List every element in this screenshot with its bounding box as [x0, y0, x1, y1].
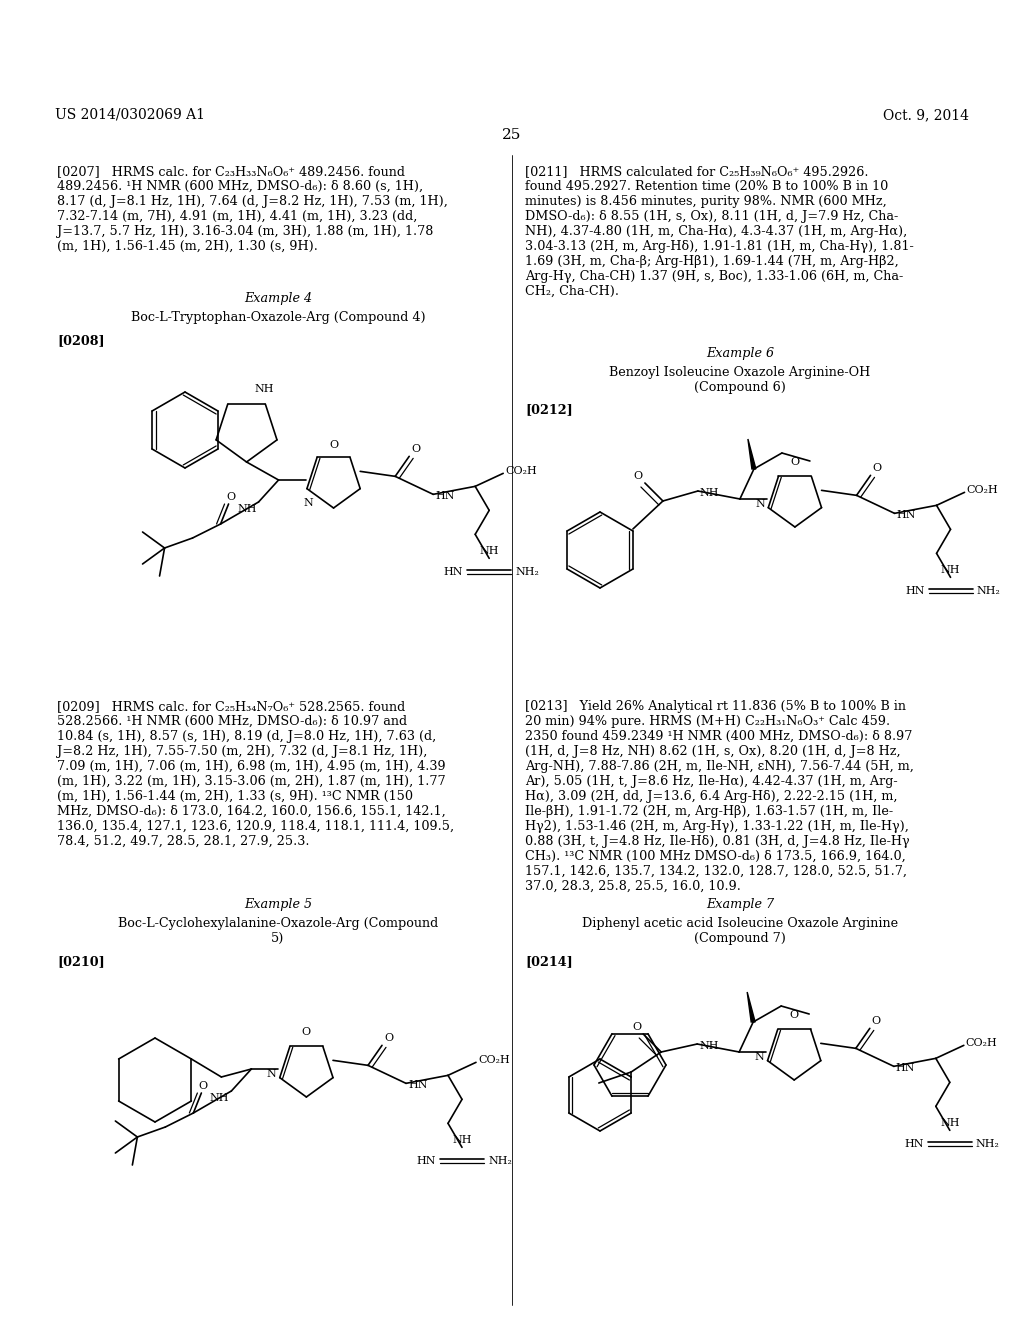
Text: NH₂: NH₂ — [515, 568, 539, 577]
Text: NH₂: NH₂ — [976, 1139, 999, 1150]
Text: HN: HN — [905, 586, 925, 597]
Text: CO₂H: CO₂H — [966, 1039, 997, 1048]
Text: [0210]: [0210] — [57, 954, 104, 968]
Text: HN: HN — [897, 511, 916, 520]
Text: CO₂H: CO₂H — [505, 466, 537, 477]
Text: O: O — [871, 1016, 881, 1027]
Text: O: O — [199, 1081, 208, 1092]
Text: NH: NH — [700, 488, 720, 498]
Text: HN: HN — [443, 568, 463, 577]
Text: Example 4: Example 4 — [244, 292, 312, 305]
Text: HN: HN — [417, 1156, 436, 1167]
Text: NH: NH — [238, 504, 257, 513]
Text: Boc-L-Cyclohexylalanine-Oxazole-Arg (Compound
5): Boc-L-Cyclohexylalanine-Oxazole-Arg (Com… — [118, 917, 438, 945]
Text: NH: NH — [453, 1135, 472, 1146]
Text: [0214]: [0214] — [525, 954, 572, 968]
Text: O: O — [384, 1034, 393, 1043]
Text: [0208]: [0208] — [57, 334, 104, 347]
Text: HN: HN — [408, 1080, 427, 1090]
Text: O: O — [634, 471, 643, 480]
Text: [0211]   HRMS calculated for C₂₅H₃₉N₆O₆⁺ 495.2926.
found 495.2927. Retention tim: [0211] HRMS calculated for C₂₅H₃₉N₆O₆⁺ 4… — [525, 165, 913, 298]
Text: O: O — [412, 445, 420, 454]
Text: O: O — [790, 1010, 799, 1020]
Text: US 2014/0302069 A1: US 2014/0302069 A1 — [55, 108, 205, 121]
Text: [0209]   HRMS calc. for C₂₅H₃₄N₇O₆⁺ 528.2565. found
528.2566. ¹H NMR (600 MHz, D: [0209] HRMS calc. for C₂₅H₃₄N₇O₆⁺ 528.25… — [57, 700, 454, 847]
Text: HN: HN — [435, 491, 455, 502]
Text: Boc-L-Tryptophan-Oxazole-Arg (Compound 4): Boc-L-Tryptophan-Oxazole-Arg (Compound 4… — [131, 312, 425, 323]
Text: O: O — [872, 463, 882, 474]
Text: [0213]   Yield 26% Analytical rt 11.836 (5% B to 100% B in
20 min) 94% pure. HRM: [0213] Yield 26% Analytical rt 11.836 (5… — [525, 700, 913, 894]
Polygon shape — [748, 993, 755, 1022]
Text: HN: HN — [904, 1139, 924, 1150]
Text: NH: NH — [940, 1118, 959, 1129]
Text: CO₂H: CO₂H — [967, 486, 998, 495]
Text: [0212]: [0212] — [525, 403, 572, 416]
Text: Example 6: Example 6 — [706, 347, 774, 360]
Text: 25: 25 — [503, 128, 521, 143]
Text: NH: NH — [699, 1041, 719, 1051]
Text: NH₂: NH₂ — [977, 586, 1000, 597]
Text: N: N — [266, 1069, 276, 1078]
Text: O: O — [302, 1027, 311, 1038]
Text: NH: NH — [479, 546, 499, 556]
Text: O: O — [329, 440, 338, 450]
Text: O: O — [226, 492, 236, 502]
Text: Diphenyl acetic acid Isoleucine Oxazole Arginine
(Compound 7): Diphenyl acetic acid Isoleucine Oxazole … — [582, 917, 898, 945]
Text: NH: NH — [210, 1093, 229, 1104]
Text: N: N — [755, 1052, 764, 1063]
Text: N: N — [755, 499, 765, 510]
Text: CO₂H: CO₂H — [478, 1056, 510, 1065]
Text: N: N — [303, 498, 313, 508]
Polygon shape — [748, 440, 756, 469]
Text: Example 7: Example 7 — [706, 898, 774, 911]
Text: O: O — [791, 457, 800, 467]
Text: NH: NH — [941, 565, 961, 576]
Text: O: O — [632, 1022, 641, 1032]
Text: HN: HN — [896, 1064, 915, 1073]
Text: Oct. 9, 2014: Oct. 9, 2014 — [883, 108, 969, 121]
Text: Benzoyl Isoleucine Oxazole Arginine-OH
(Compound 6): Benzoyl Isoleucine Oxazole Arginine-OH (… — [609, 366, 870, 393]
Text: NH: NH — [255, 384, 274, 393]
Text: [0207]   HRMS calc. for C₂₃H₃₃N₆O₆⁺ 489.2456. found
489.2456. ¹H NMR (600 MHz, D: [0207] HRMS calc. for C₂₃H₃₃N₆O₆⁺ 489.24… — [57, 165, 447, 253]
Text: Example 5: Example 5 — [244, 898, 312, 911]
Text: NH₂: NH₂ — [488, 1156, 512, 1167]
